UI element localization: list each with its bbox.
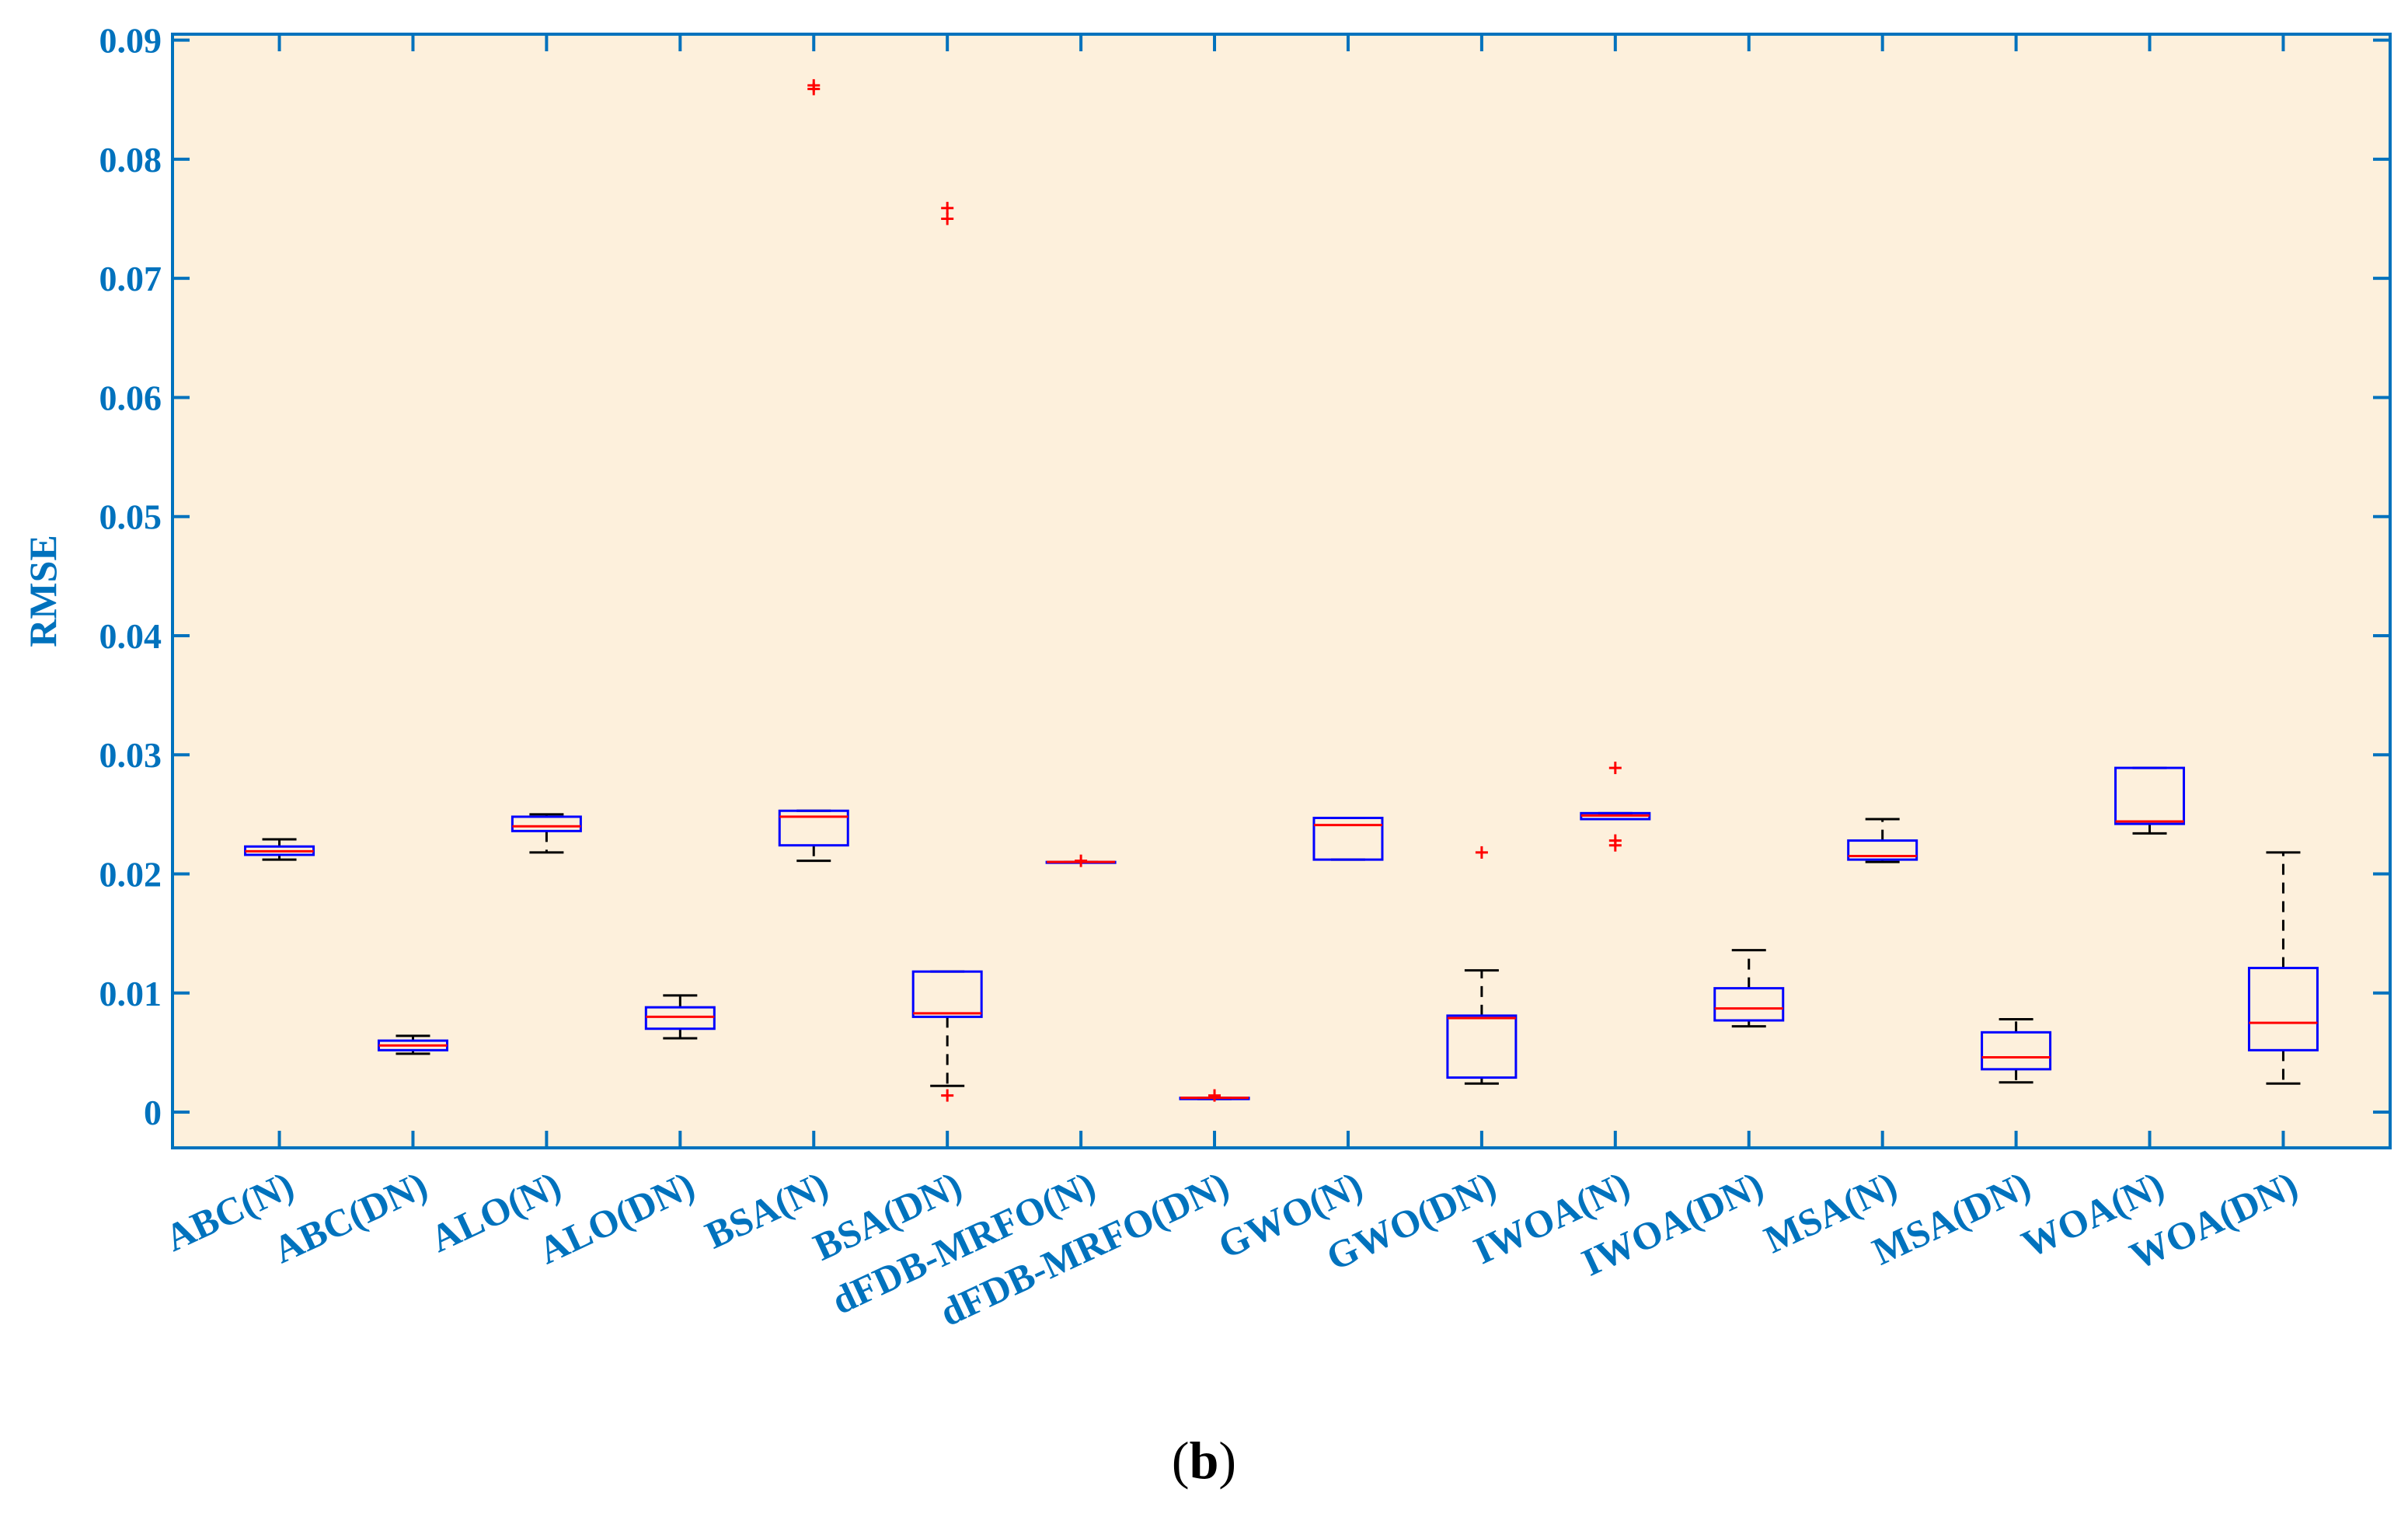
outlier-marker xyxy=(1075,854,1088,867)
box-iqr xyxy=(1981,1031,2052,1071)
plot-area-background xyxy=(172,34,2390,1148)
box-group-IWOA(DN) xyxy=(1713,949,1785,1028)
y-tick-label: 0.07 xyxy=(99,259,162,298)
outlier-marker xyxy=(941,201,954,214)
box-group-BSA(N) xyxy=(778,78,849,863)
box-iqr xyxy=(911,970,983,1018)
box-group-BSA(DN) xyxy=(911,201,983,1102)
box-iqr xyxy=(2247,967,2319,1051)
y-tick-label: 0 xyxy=(144,1093,162,1132)
outlier-marker xyxy=(1608,834,1622,847)
y-tick-label: 0.04 xyxy=(99,616,162,656)
caption-close-paren: ) xyxy=(1218,1431,1237,1490)
box-iqr xyxy=(1713,987,1785,1022)
y-tick-label: 0.05 xyxy=(99,497,162,537)
y-tick-label: 0.06 xyxy=(99,378,162,417)
box-iqr xyxy=(1312,816,1384,861)
outlier-marker xyxy=(807,78,821,92)
outlier-marker xyxy=(1475,846,1488,859)
plot-area-frame xyxy=(171,33,2392,1149)
outlier-marker xyxy=(941,212,954,225)
y-tick-label: 0.09 xyxy=(99,21,162,61)
box-group-MSA(DN) xyxy=(1981,1017,2052,1084)
box-iqr xyxy=(511,815,582,832)
y-tick-label: 0.08 xyxy=(99,140,162,180)
outlier-marker xyxy=(1208,1089,1221,1102)
box-group-ABC(N) xyxy=(244,838,315,861)
caption-open-paren: ( xyxy=(1171,1431,1190,1490)
y-axis: 0 0.01 0.02 0.03 0.04 0.05 0.06 0.07 0.08 0.09 xyxy=(99,21,2390,1132)
y-tick-label: 0.01 xyxy=(99,974,162,1013)
caption-letter: b xyxy=(1189,1431,1219,1490)
box-iqr xyxy=(644,1006,716,1031)
figure-caption: (b) xyxy=(0,1430,2408,1491)
box-group-WOA(DN) xyxy=(2247,851,2319,1085)
boxes-layer xyxy=(244,78,2319,1102)
box-group-ALO(DN) xyxy=(644,994,716,1040)
box-group-MSA(N) xyxy=(1847,818,1918,863)
outlier-marker xyxy=(941,1089,954,1102)
outlier-marker xyxy=(1608,762,1622,775)
box-group-ABC(DN) xyxy=(377,1034,448,1055)
box-iqr xyxy=(1847,839,1918,861)
box-iqr xyxy=(778,809,849,847)
y-tick-label: 0.02 xyxy=(99,854,162,894)
box-iqr xyxy=(2114,766,2186,825)
y-tick-label: 0.03 xyxy=(99,735,162,775)
box-group-GWO(DN) xyxy=(1446,846,1518,1085)
y-axis-title: RMSE xyxy=(21,535,64,647)
box-group-GWO(N) xyxy=(1312,816,1384,861)
box-group-ALO(N) xyxy=(511,813,582,854)
x-tick-label: ABC(DN) xyxy=(267,1163,434,1271)
x-tick-label: ALO(DN) xyxy=(531,1163,701,1272)
box-group-IWOA(N) xyxy=(1580,762,1651,852)
box-group-dFDB-MRFO(DN) xyxy=(1179,1089,1250,1102)
box-group-dFDB-MRFO(N) xyxy=(1045,854,1117,867)
box-iqr xyxy=(1446,1014,1518,1079)
box-group-WOA(N) xyxy=(2114,766,2186,835)
